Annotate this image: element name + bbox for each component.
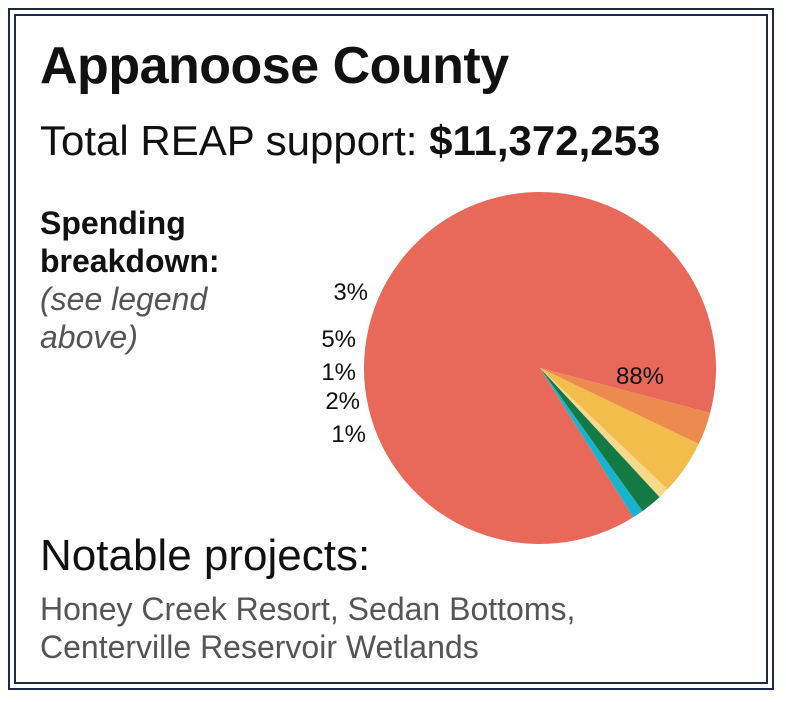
inner-border (14, 14, 768, 684)
county-title: Appanoose County (40, 37, 509, 95)
pie-slice (540, 368, 711, 445)
slice-label: 88% (616, 363, 664, 390)
projects-line2: Centerville Reservoir Wetlands (40, 629, 479, 665)
notable-projects-list: Honey Creek Resort, Sedan Bottoms, Cente… (40, 590, 575, 666)
slice-label: 2% (325, 388, 360, 415)
pie-slice (540, 368, 643, 518)
slice-label: 5% (321, 326, 356, 353)
slice-label: 1% (331, 421, 366, 448)
pie-slice (540, 368, 699, 490)
breakdown-heading-line2: breakdown: (40, 243, 220, 279)
total-support: Total REAP support: $11,372,253 (40, 120, 660, 162)
projects-line1: Honey Creek Resort, Sedan Bottoms, (40, 591, 576, 627)
pie-slice (540, 368, 660, 512)
support-label: Total REAP support: (40, 117, 418, 164)
outer-border (8, 8, 774, 690)
breakdown-note-line1: (see legend (40, 281, 208, 317)
support-amount: $11,372,253 (429, 117, 661, 164)
breakdown-heading-line1: Spending (40, 205, 186, 241)
slice-label: 1% (321, 359, 356, 386)
pie-slice (363, 192, 716, 545)
breakdown-note-line2: above) (40, 319, 138, 355)
spending-breakdown: Spending breakdown: (see legend above) (40, 204, 220, 356)
pie-slice (540, 368, 668, 498)
slice-label: 3% (333, 279, 368, 306)
notable-projects-heading: Notable projects: (40, 531, 371, 580)
